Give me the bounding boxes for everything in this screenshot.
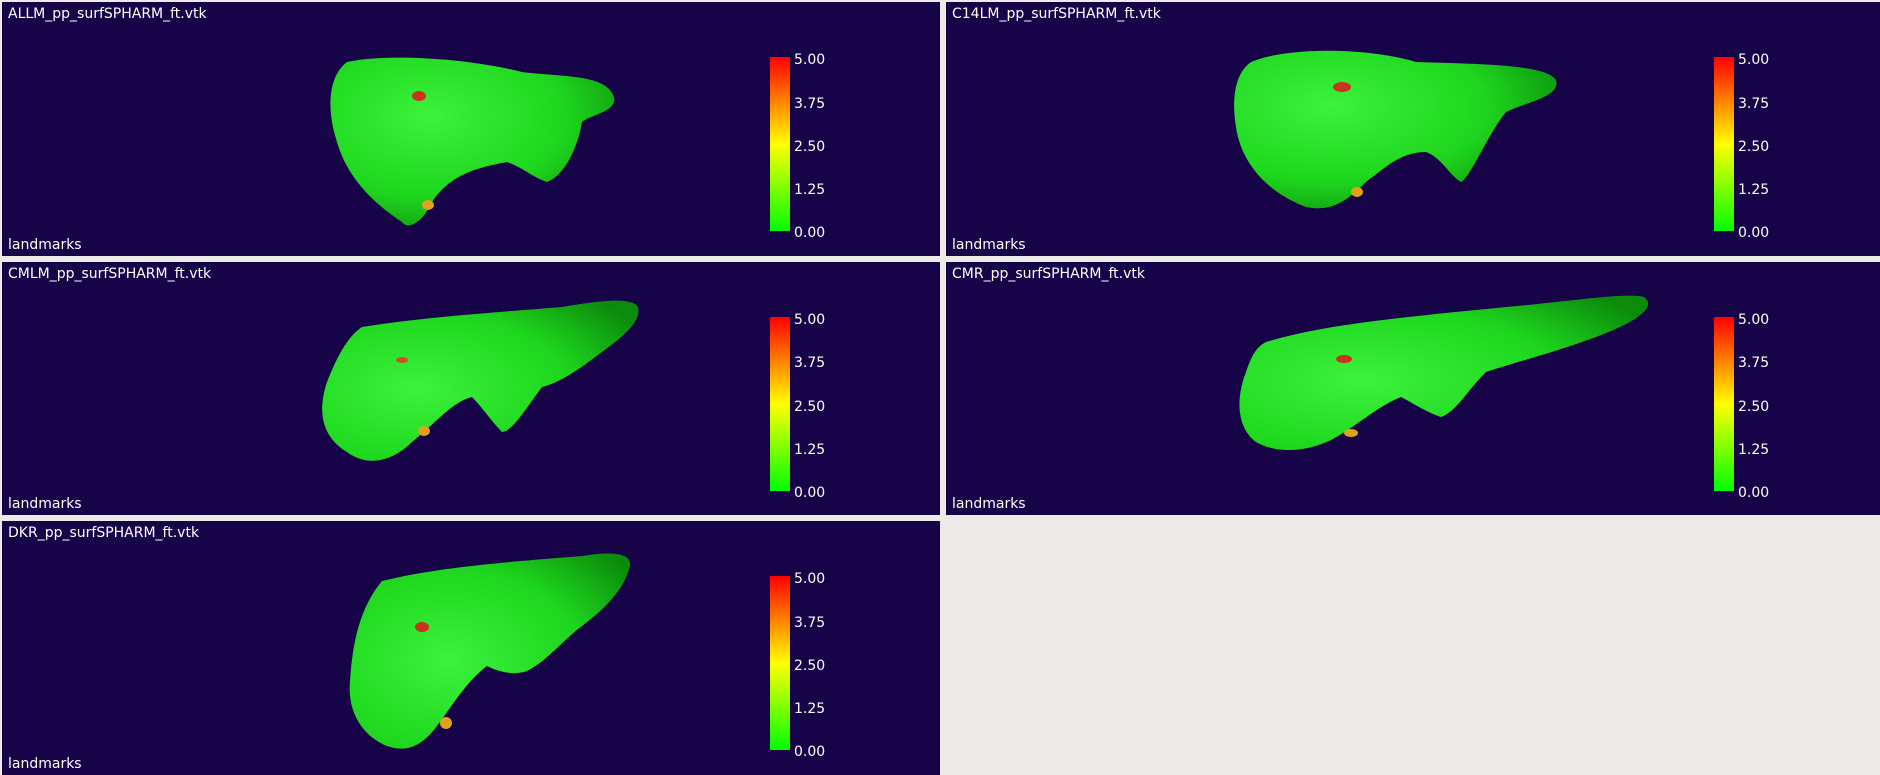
colorbar-tick-label: 1.25 (794, 182, 826, 198)
colorbar-tick-label: 1.25 (794, 442, 826, 458)
viewport-title: CMR_pp_surfSPHARM_ft.vtk (952, 266, 1145, 282)
scalar-colorbar (770, 317, 790, 491)
colorbar-tick-label: 2.50 (794, 399, 826, 415)
viewport-footer-label: landmarks (8, 237, 82, 253)
colorbar-tick-label: 5.00 (794, 52, 826, 68)
colorbar-tick-label: 3.75 (794, 615, 826, 631)
colorbar-tick-label: 0.00 (1738, 225, 1770, 241)
viewport-footer-label: landmarks (8, 756, 82, 772)
surface-model-2[interactable] (946, 2, 1880, 256)
colorbar-tick-label: 2.50 (1738, 139, 1770, 155)
surface-model-3[interactable] (2, 262, 940, 515)
viewport-footer-label: landmarks (952, 496, 1026, 512)
viewport-title: CMLM_pp_surfSPHARM_ft.vtk (8, 266, 212, 282)
surface-model-5[interactable] (2, 521, 940, 775)
colorbar-tick-label: 3.75 (1738, 96, 1770, 112)
colorbar-tick-label: 1.25 (794, 701, 826, 717)
colorbar-tick-label: 3.75 (1738, 355, 1770, 371)
colorbar-tick-label: 0.00 (794, 744, 826, 760)
viewport-title: ALLM_pp_surfSPHARM_ft.vtk (8, 6, 207, 22)
colorbar-tick-label: 2.50 (1738, 399, 1770, 415)
viewport-footer-label: landmarks (8, 496, 82, 512)
surface-model-1[interactable] (2, 2, 940, 256)
empty-viewport-slot (946, 521, 1880, 775)
colorbar-tick-label: 3.75 (794, 96, 826, 112)
colorbar-tick-label: 2.50 (794, 658, 826, 674)
viewport-title: C14LM_pp_surfSPHARM_ft.vtk (952, 6, 1161, 22)
scalar-colorbar (1714, 57, 1734, 231)
colorbar-tick-label: 0.00 (794, 485, 826, 501)
scalar-colorbar (770, 57, 790, 231)
render-viewport-4[interactable]: CMR_pp_surfSPHARM_ft.vtk landmarks 5.00 … (946, 262, 1880, 515)
colorbar-tick-label: 0.00 (1738, 485, 1770, 501)
colorbar-tick-label: 1.25 (1738, 182, 1770, 198)
render-viewport-2[interactable]: C14LM_pp_surfSPHARM_ft.vtk landmarks 5.0… (946, 2, 1880, 256)
colorbar-tick-label: 3.75 (794, 355, 826, 371)
render-viewport-3[interactable]: CMLM_pp_surfSPHARM_ft.vtk landmarks 5.00… (2, 262, 940, 515)
colorbar-tick-label: 5.00 (794, 571, 826, 587)
colorbar-tick-label: 2.50 (794, 139, 826, 155)
scalar-colorbar (770, 576, 790, 750)
colorbar-tick-label: 0.00 (794, 225, 826, 241)
scalar-colorbar (1714, 317, 1734, 491)
viewport-title: DKR_pp_surfSPHARM_ft.vtk (8, 525, 200, 541)
colorbar-tick-label: 1.25 (1738, 442, 1770, 458)
colorbar-tick-label: 5.00 (1738, 312, 1770, 328)
colorbar-tick-label: 5.00 (794, 312, 826, 328)
render-viewport-1[interactable]: ALLM_pp_surfSPHARM_ft.vtk landmarks 5.00… (2, 2, 940, 256)
render-viewport-5[interactable]: DKR_pp_surfSPHARM_ft.vtk landmarks 5.00 … (2, 521, 940, 775)
surface-model-4[interactable] (946, 262, 1880, 515)
colorbar-tick-label: 5.00 (1738, 52, 1770, 68)
viewport-footer-label: landmarks (952, 237, 1026, 253)
